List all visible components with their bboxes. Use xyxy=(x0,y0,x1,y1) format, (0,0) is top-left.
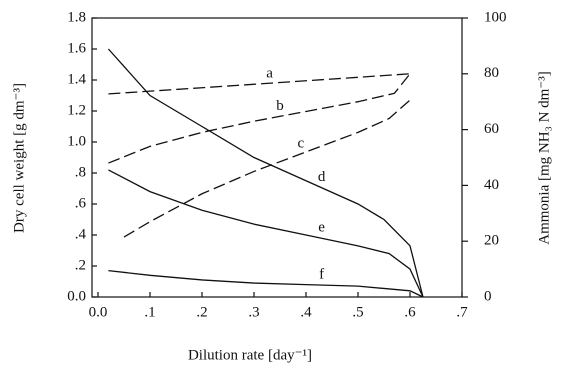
x-tick-label: .2 xyxy=(196,304,207,320)
x-tick-label: .1 xyxy=(144,304,155,320)
y2-tick-label: 80 xyxy=(484,65,499,81)
x-tick-label: .5 xyxy=(352,304,363,320)
series-line xyxy=(123,99,411,238)
series-label: b xyxy=(276,98,284,114)
x-tick-label: .6 xyxy=(404,304,416,320)
y-axis-label: Dry cell weight [g dm⁻³] xyxy=(11,83,27,233)
series-line xyxy=(108,73,411,164)
y-tick-label: .2 xyxy=(75,257,86,273)
series-line xyxy=(108,270,424,298)
y-tick-label: 0.0 xyxy=(67,288,86,304)
series-label: a xyxy=(266,66,273,82)
x-axis-label: Dilution rate [day⁻¹] xyxy=(188,347,312,363)
y2-tick-label: 60 xyxy=(484,121,499,137)
series-label: e xyxy=(318,220,325,236)
plot-frame xyxy=(91,17,463,298)
y-tick-label: 1.6 xyxy=(67,40,86,56)
y2-tick-label: 20 xyxy=(484,233,499,249)
y-tick-label: .4 xyxy=(75,226,87,242)
x-tick-label: .3 xyxy=(248,304,259,320)
x-tick-label: .7 xyxy=(456,304,468,320)
y2-axis-label: Ammonia [mg NH₃ N dm⁻³] xyxy=(536,71,552,244)
series-line xyxy=(107,48,424,298)
y2-tick-label: 100 xyxy=(484,9,507,25)
series-line xyxy=(108,169,424,298)
series-label: f xyxy=(319,267,324,283)
y-tick-label: 1.4 xyxy=(67,71,86,87)
y2-tick-label: 0 xyxy=(484,288,492,304)
y-tick-label: .8 xyxy=(75,164,86,180)
x-tick-label: 0.0 xyxy=(89,304,108,320)
y2-tick-label: 40 xyxy=(484,177,499,193)
y-tick-label: 1.8 xyxy=(67,9,86,25)
series-label: d xyxy=(318,169,326,185)
x-tick-label: .4 xyxy=(300,304,312,320)
y-tick-label: 1.0 xyxy=(67,133,86,149)
y-tick-label: 1.2 xyxy=(67,102,86,118)
y-tick-label: .6 xyxy=(75,195,87,211)
series-line xyxy=(108,73,411,95)
series-label: c xyxy=(297,135,304,151)
